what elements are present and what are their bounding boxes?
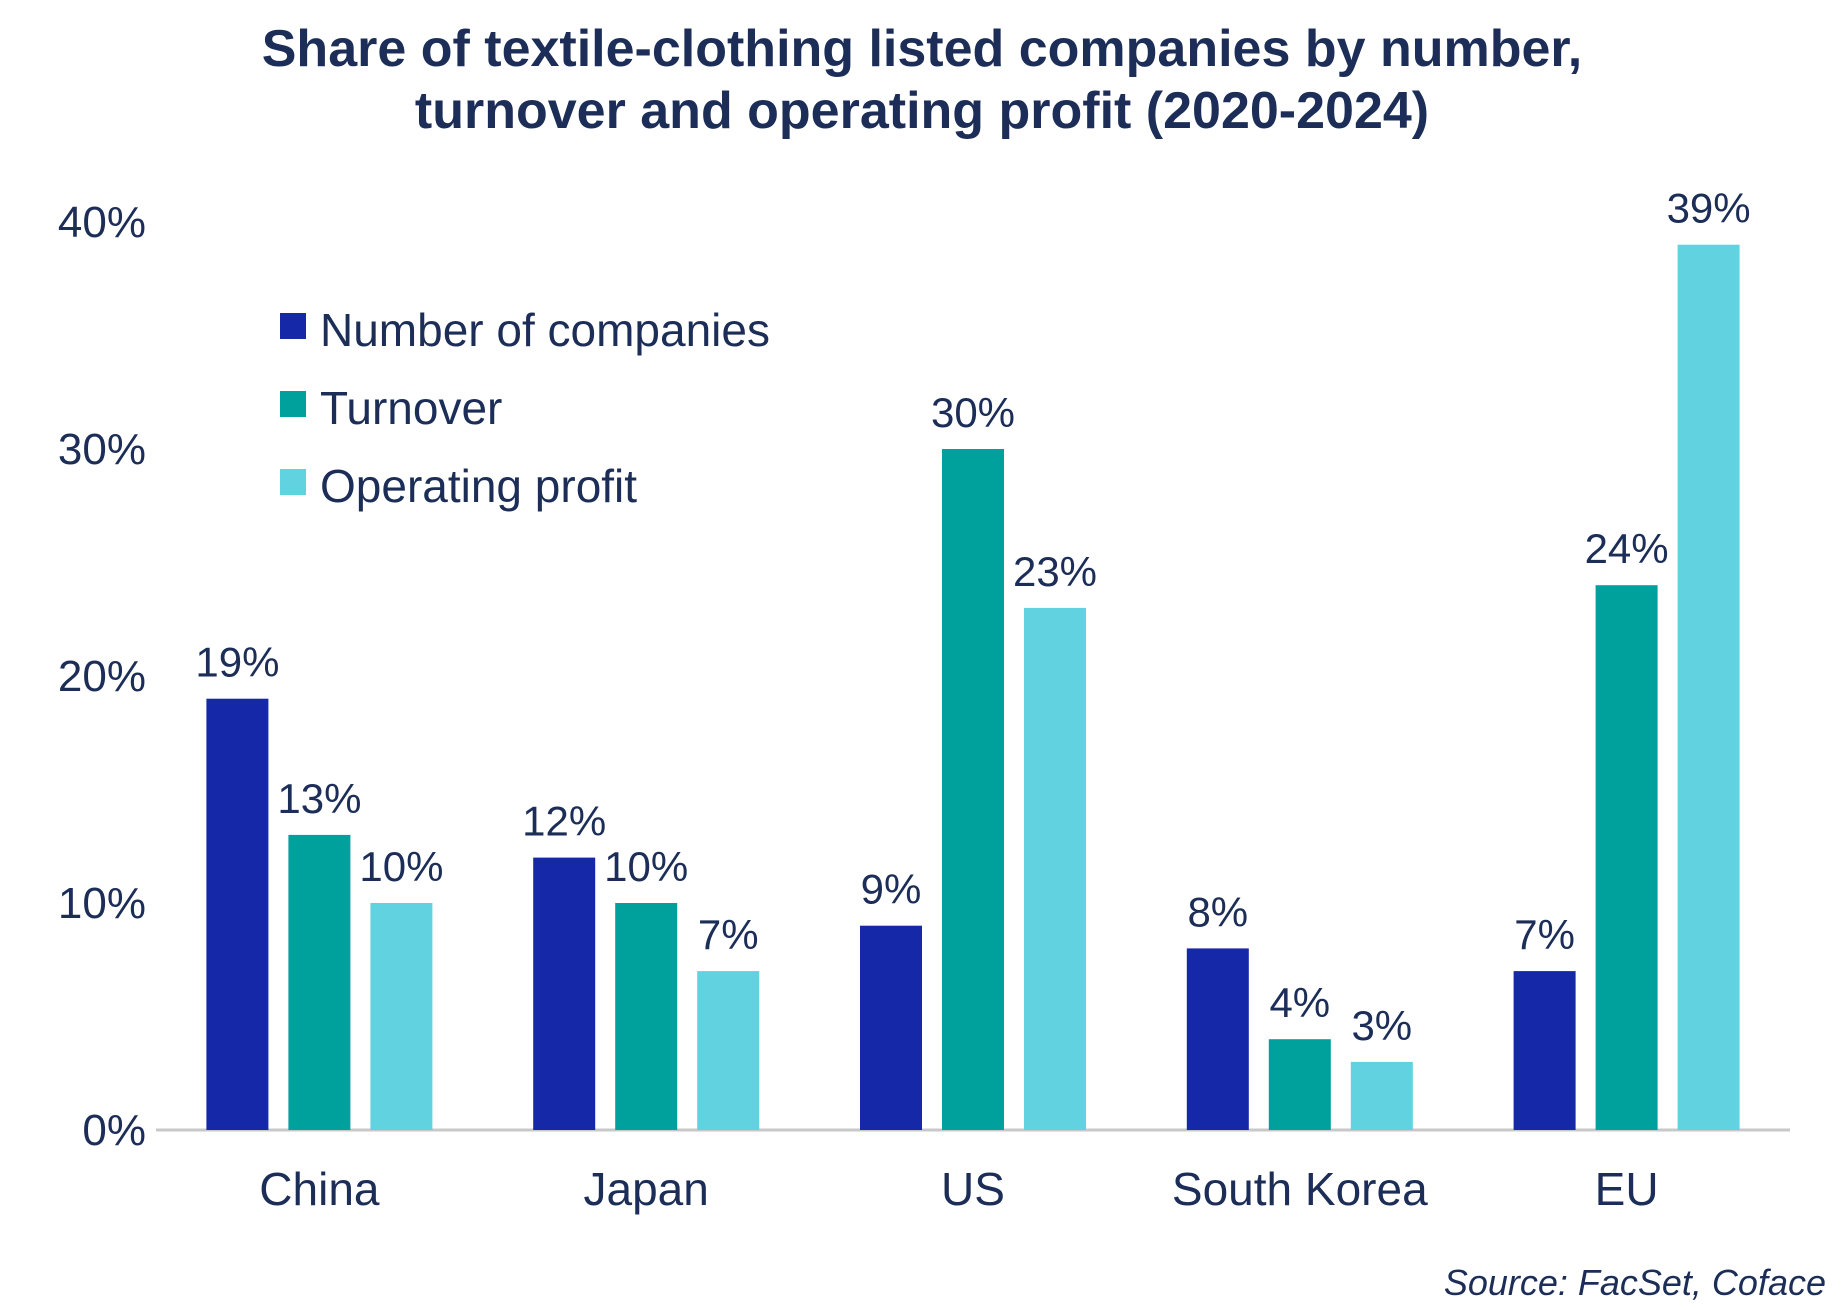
chart-title: Share of textile-clothing listed compani…: [0, 18, 1844, 142]
data-label: 19%: [195, 639, 279, 686]
data-label: 3%: [1351, 1002, 1412, 1049]
chart-title-line-2: turnover and operating profit (2020-2024…: [414, 82, 1430, 140]
data-label: 8%: [1187, 888, 1248, 935]
y-axis: 0% 10% 20% 30% 40%: [58, 198, 146, 1155]
x-tick-label: China: [259, 1163, 380, 1215]
bars: [206, 244, 1740, 1130]
bar: [1186, 948, 1249, 1130]
legend-swatch: [280, 469, 306, 495]
legend-swatch: [280, 391, 306, 417]
y-tick-label: 20%: [58, 652, 146, 701]
bar: [370, 903, 433, 1130]
bar: [1595, 585, 1658, 1130]
legend-swatch: [280, 313, 306, 339]
data-label: 7%: [698, 911, 759, 958]
bar: [942, 449, 1004, 1130]
legend-label: Operating profit: [320, 460, 637, 512]
bar: [206, 698, 269, 1130]
bar: [697, 971, 760, 1130]
data-label: 9%: [861, 866, 922, 913]
legend-label: Number of companies: [320, 304, 770, 356]
legend-label: Turnover: [320, 382, 502, 434]
x-tick-label: EU: [1595, 1163, 1659, 1215]
data-label: 30%: [931, 389, 1015, 436]
x-tick-label: South Korea: [1172, 1163, 1428, 1215]
data-label: 39%: [1667, 185, 1751, 232]
bar: [1350, 1061, 1413, 1130]
x-tick-label: US: [941, 1163, 1005, 1215]
bar: [1024, 607, 1086, 1130]
source-note: Source: FacSet, Coface: [1443, 1262, 1826, 1303]
data-label: 23%: [1013, 548, 1097, 595]
bar: [533, 857, 596, 1130]
data-label: 24%: [1585, 525, 1669, 572]
data-label: 7%: [1514, 911, 1575, 958]
bar: [1677, 244, 1740, 1130]
y-tick-label: 0%: [82, 1106, 146, 1155]
data-label: 13%: [277, 775, 361, 822]
bar: [860, 925, 922, 1130]
legend: Number of companies Turnover Operating pro…: [280, 304, 770, 512]
data-label: 12%: [522, 798, 606, 845]
data-label: 10%: [604, 843, 688, 890]
data-label: 4%: [1269, 979, 1330, 1026]
x-axis: China Japan US South Korea EU: [259, 1163, 1658, 1215]
bar: [615, 903, 678, 1130]
y-tick-label: 10%: [58, 879, 146, 928]
data-labels: 19%13%10%12%10%7%9%30%23%8%4% 3%7%24%39%: [195, 185, 1750, 1049]
x-tick-label: Japan: [584, 1163, 709, 1215]
bar: [1513, 971, 1576, 1130]
bar: [1268, 1039, 1331, 1130]
y-tick-label: 30%: [58, 425, 146, 474]
y-tick-label: 40%: [58, 198, 146, 247]
bar: [288, 834, 351, 1130]
chart-title-line-1: Share of textile-clothing listed compani…: [261, 20, 1583, 78]
data-label: 10%: [359, 843, 443, 890]
